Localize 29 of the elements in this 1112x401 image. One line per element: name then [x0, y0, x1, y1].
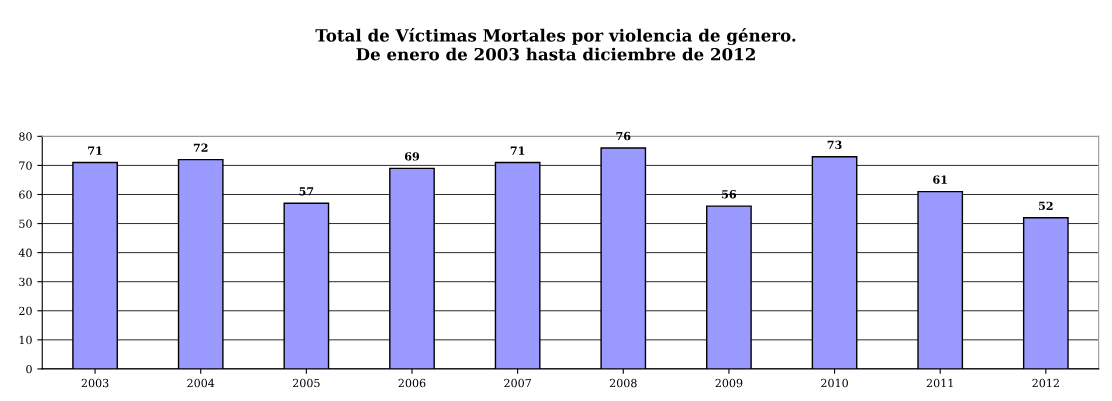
data-label: 71	[88, 146, 102, 155]
y-tick-label: 30	[19, 277, 32, 287]
x-tick-label: 2003	[81, 378, 109, 388]
x-tick-label: 2008	[609, 378, 637, 388]
data-label: 71	[510, 146, 525, 155]
y-tick-label: 60	[19, 190, 32, 199]
y-tick-label: 80	[19, 132, 32, 141]
x-tick-label: 2009	[715, 378, 743, 388]
data-label: 76	[616, 131, 631, 141]
x-tick-label: 2011	[926, 378, 953, 388]
y-tick-label: 70	[19, 161, 32, 170]
data-label: 69	[404, 152, 420, 161]
data-label: 52	[1039, 201, 1053, 211]
y-tick-label: 40	[18, 248, 32, 258]
y-tick-label: 0	[26, 364, 32, 374]
chart-title: Total de Víctimas Mortales por violencia de género. De enero de 2003 hasta diciembre de 2012	[315, 28, 796, 61]
data-label: 57	[299, 187, 314, 196]
x-tick-label: 2010	[821, 378, 848, 388]
y-tick-label: 10	[19, 335, 32, 345]
x-tick-label: 2004	[187, 378, 215, 388]
x-tick-label: 2005	[292, 378, 320, 388]
y-tick-label: 50	[19, 219, 32, 228]
data-label: 73	[827, 140, 842, 149]
x-tick-label: 2007	[504, 378, 531, 388]
x-tick-label: 2006	[398, 378, 426, 388]
x-tick-label: 2012	[1032, 378, 1059, 388]
y-tick-label: 20	[19, 306, 32, 316]
data-label: 61	[933, 175, 947, 184]
data-label: 72	[193, 143, 208, 152]
